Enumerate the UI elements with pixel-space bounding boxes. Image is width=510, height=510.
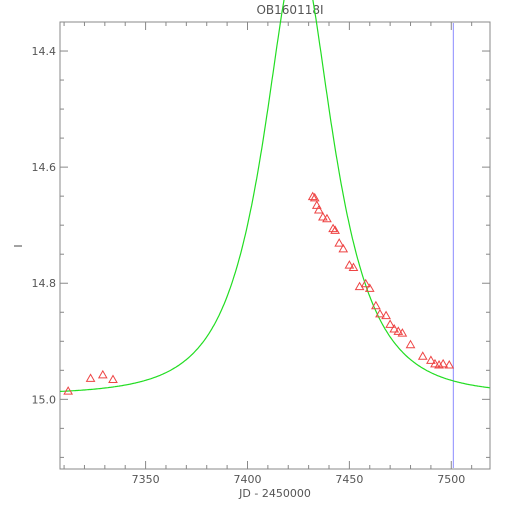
data-point-triangle bbox=[389, 324, 400, 333]
data-point-triangle bbox=[97, 369, 108, 379]
data-point-triangle bbox=[330, 225, 340, 234]
data-point-triangle bbox=[309, 192, 320, 202]
data-point-triangle bbox=[405, 339, 416, 349]
data-point-triangle bbox=[385, 319, 396, 328]
data-point-triangle bbox=[108, 374, 118, 384]
x-axis-ticks: 7350 7400 7450 7500 bbox=[63, 22, 473, 486]
data-point-triangle bbox=[322, 213, 332, 223]
data-point-triangle bbox=[334, 238, 345, 247]
y-tick-label: 14.4 bbox=[32, 45, 57, 58]
y-axis-title: I bbox=[12, 244, 25, 247]
plot-frame bbox=[59, 21, 491, 470]
x-tick-label: 7350 bbox=[132, 473, 160, 486]
data-point-triangle bbox=[307, 191, 318, 201]
x-tick-label: 7450 bbox=[335, 473, 363, 486]
data-point-triangle bbox=[328, 223, 338, 233]
data-point-triangle bbox=[426, 355, 436, 364]
data-point-triangle bbox=[434, 359, 444, 369]
y-tick-label: 15.0 bbox=[32, 393, 57, 406]
model-curve bbox=[60, 0, 491, 392]
y-axis-ticks: 14.4 14.6 14.8 15.0 bbox=[32, 21, 490, 458]
data-point-triangle bbox=[338, 243, 349, 253]
y-tick-label: 14.8 bbox=[32, 277, 57, 290]
data-point-triangle bbox=[371, 300, 381, 310]
data-point-triangle bbox=[417, 351, 428, 360]
data-point-triangle bbox=[318, 211, 328, 221]
data-point-triangle bbox=[311, 200, 322, 209]
data-point-triangle bbox=[438, 358, 448, 368]
data-point-triangle bbox=[313, 205, 324, 214]
chart-title: OB160118I bbox=[256, 3, 323, 17]
data-point-triangle bbox=[397, 328, 408, 337]
x-tick-label: 7500 bbox=[437, 473, 465, 486]
data-point-triangle bbox=[375, 308, 385, 318]
x-tick-label: 7400 bbox=[233, 473, 261, 486]
data-point-triangle bbox=[63, 386, 74, 395]
data-point-triangle bbox=[85, 373, 96, 382]
data-point-triangle bbox=[344, 260, 355, 269]
data-point-triangle bbox=[430, 358, 440, 368]
data-point-triangle bbox=[444, 359, 455, 369]
data-point-triangle bbox=[348, 262, 359, 271]
plot-content bbox=[60, 0, 491, 468]
data-point-triangle bbox=[381, 310, 391, 320]
data-point-triangle bbox=[364, 283, 375, 292]
y-tick-label: 14.6 bbox=[32, 161, 57, 174]
data-point-triangle bbox=[393, 326, 404, 335]
data-point-triangle bbox=[360, 278, 371, 288]
x-axis-title: JD - 2450000 bbox=[238, 487, 311, 500]
